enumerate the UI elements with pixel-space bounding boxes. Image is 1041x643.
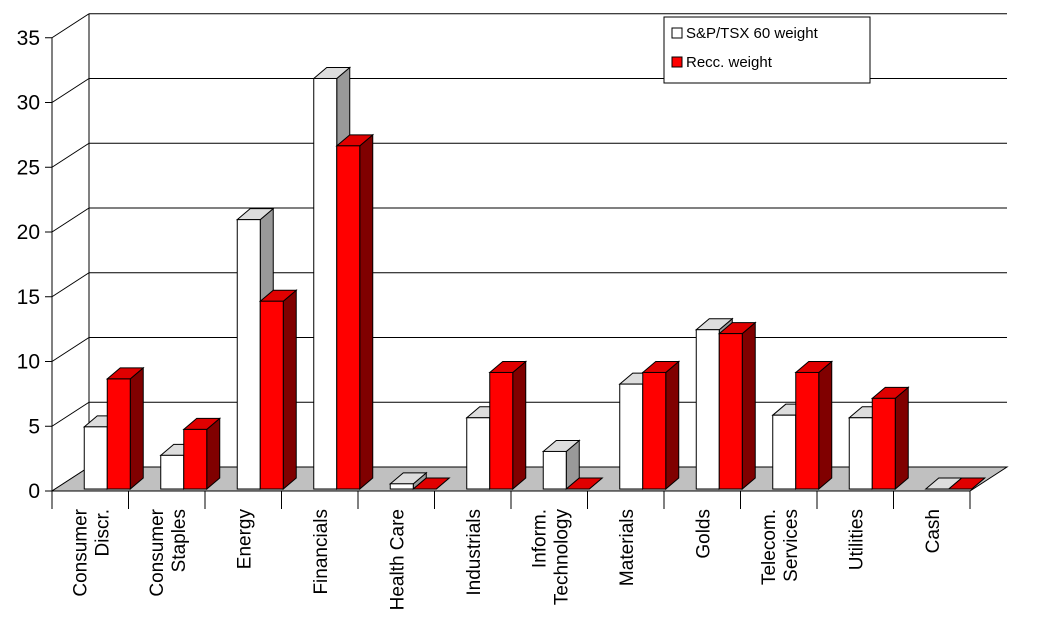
- bar-inform-technology-recc-top: [564, 477, 604, 490]
- y-tick-label: 0: [28, 480, 40, 503]
- x-category-label: Golds: [693, 509, 714, 559]
- x-category-label: Cash: [923, 509, 944, 553]
- bar-financials-recc: [336, 145, 361, 490]
- bar-energy-index: [236, 219, 261, 490]
- bar-golds-recc-side: [741, 321, 756, 491]
- y-tick-label: 25: [17, 156, 40, 179]
- bar-telecom-services-index: [772, 414, 797, 490]
- bar-materials-recc: [642, 371, 667, 490]
- gridline-side: [51, 78, 90, 103]
- x-axis: Consumer Discr. Consumer Staples Energy Finan…: [51, 490, 971, 610]
- y-axis: 0 5 10 15 20 25 30 35: [17, 27, 52, 503]
- bar-utilities-index: [848, 417, 873, 490]
- bar-health-care-index: [389, 483, 414, 490]
- bar-health-care-recc-top: [411, 477, 451, 490]
- legend-box: [663, 16, 871, 84]
- bar-energy-recc: [259, 300, 284, 490]
- legend-label: Recc. weight: [686, 54, 773, 71]
- bar-materials-index: [619, 383, 644, 490]
- gridline-side: [51, 207, 90, 233]
- bar-utilities-recc-side: [894, 386, 909, 491]
- y-tick-label: 20: [17, 221, 40, 244]
- bar-consumer-staples-recc-side: [206, 417, 221, 491]
- bar-consumer-staples-index: [160, 454, 185, 490]
- y-tick-label: 15: [17, 286, 40, 309]
- bar-consumer-discr-recc-side: [129, 366, 144, 491]
- x-category-label: Industrials: [464, 509, 485, 596]
- bar-consumer-staples-recc: [183, 428, 208, 490]
- bar-cash-recc-top: [947, 477, 987, 490]
- bar-golds-recc: [718, 333, 743, 490]
- bar-energy-recc-side: [282, 289, 297, 491]
- x-category-label: Health Care: [387, 509, 408, 610]
- x-category-label: Services: [781, 509, 802, 582]
- y-tick-label: 5: [28, 415, 40, 438]
- bar-industrials-recc: [489, 371, 514, 490]
- y-tick-label: 10: [17, 351, 40, 374]
- x-category-label: Materials: [617, 509, 638, 586]
- bar-financials-index: [313, 77, 338, 490]
- x-category-label: Utilities: [846, 509, 867, 570]
- y-tick-label: 35: [17, 27, 40, 50]
- bar-series-group: [82, 66, 987, 491]
- gridline-side: [51, 13, 90, 39]
- bar-consumer-discr-index: [83, 426, 108, 490]
- x-category-label: Inform.: [529, 509, 550, 568]
- bar-industrials-index: [466, 417, 491, 490]
- bar-golds-index: [695, 329, 720, 490]
- x-category-label: Consumer: [70, 508, 91, 596]
- x-category-label: Energy: [234, 509, 255, 570]
- x-category-label: Staples: [169, 509, 190, 572]
- x-category-label: Telecom.: [759, 509, 780, 585]
- legend-swatch: [671, 56, 683, 68]
- x-category-label: Discr.: [92, 509, 113, 557]
- bar-telecom-services-recc: [795, 371, 820, 490]
- bar-inform-technology-index: [542, 450, 567, 490]
- bar-materials-recc-side: [665, 360, 680, 491]
- gridline-side: [51, 142, 90, 168]
- bar-financials-recc-side: [359, 133, 374, 491]
- bar-consumer-discr-recc: [106, 378, 131, 490]
- bar-industrials-recc-side: [512, 360, 527, 491]
- bar-utilities-recc: [871, 397, 896, 490]
- y-tick-label: 30: [17, 92, 40, 115]
- legend-swatch: [671, 27, 683, 39]
- x-category-label: Consumer: [147, 508, 168, 596]
- x-category-label: Financials: [311, 509, 332, 595]
- gridline-side: [51, 272, 90, 298]
- bar-telecom-services-recc-side: [818, 360, 833, 491]
- legend-label: S&P/TSX 60 weight: [686, 25, 819, 42]
- gridline-side: [51, 401, 90, 427]
- gridline-side: [51, 337, 90, 362]
- x-category-label: Technology: [551, 509, 572, 606]
- chart-legend: S&P/TSX 60 weight Recc. weight: [663, 16, 871, 84]
